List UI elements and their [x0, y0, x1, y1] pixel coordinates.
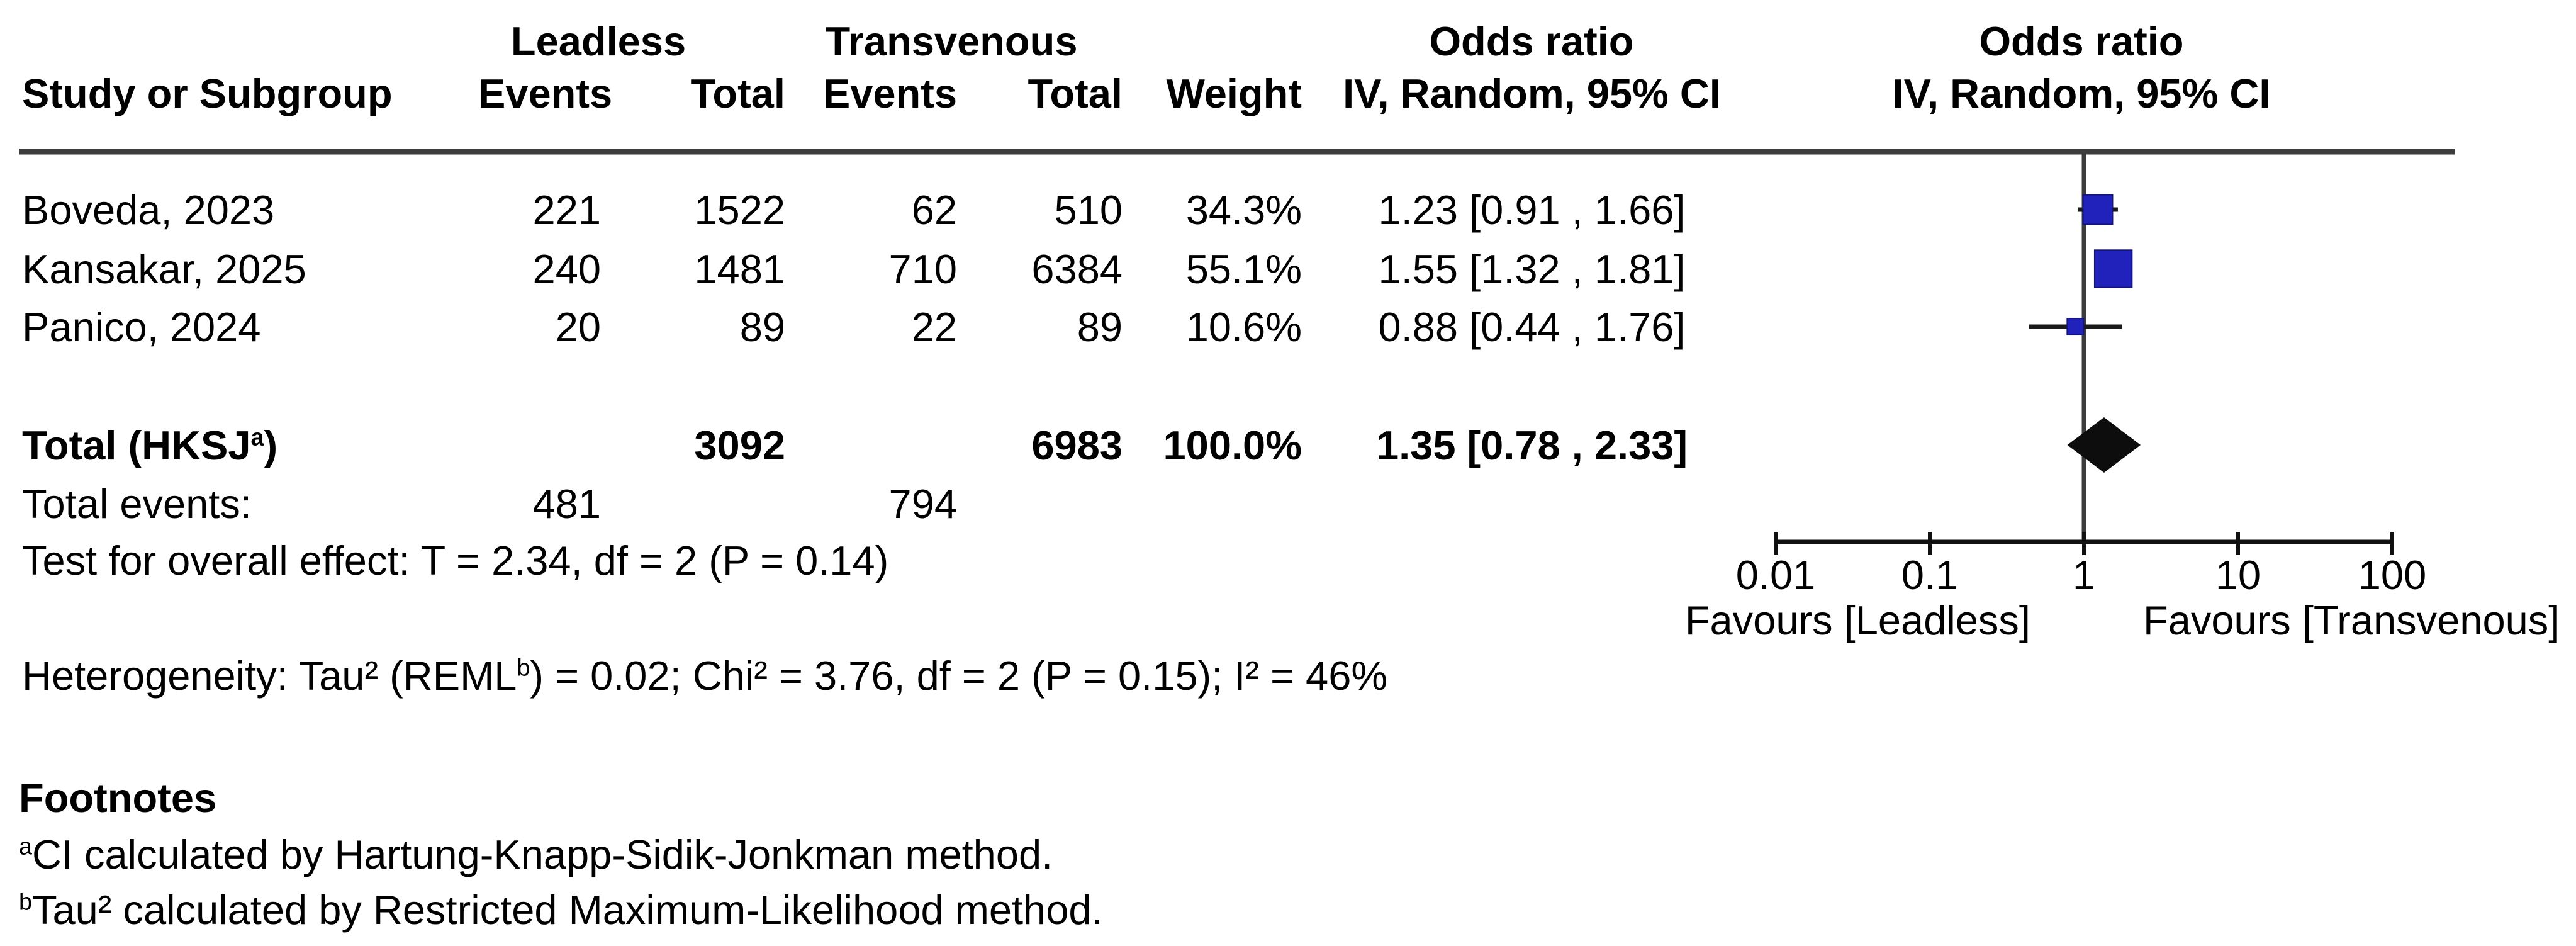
table-row-panico-2024: Panico, 2024 20 89 22 89 10.6% 0.88 [0.4…: [22, 307, 1762, 348]
weight-value: 10.6%: [1185, 304, 1302, 350]
total-events-leadless: 481: [532, 481, 601, 527]
events-transvenous: 22: [911, 304, 957, 350]
heterogeneity-text: Heterogeneity: Tau² (REMLb) = 0.02; Chi²…: [22, 653, 1388, 699]
total-transvenous: 510: [1054, 187, 1123, 233]
footnote-a: aCI calculated by Hartung-Knapp-Sidik-Jo…: [19, 831, 1053, 877]
total-weight: 100.0%: [1163, 422, 1302, 468]
x-axis-tick-label: 1: [2073, 552, 2095, 598]
events-leadless: 20: [555, 304, 601, 350]
footnote-b-marker: b: [19, 888, 32, 915]
events-leadless: 240: [532, 246, 601, 292]
total-transvenous: 6384: [1031, 246, 1123, 292]
column-group-header-leadless: Leadless: [510, 18, 686, 64]
odds-ratio-ci-text: 1.23 [0.91 , 1.66]: [1378, 187, 1686, 233]
table-header-row: Study or Subgroup Events Total Events To…: [22, 73, 1762, 115]
total-leadless: 1522: [694, 187, 785, 233]
events-leadless: 221: [532, 187, 601, 233]
column-header-events-transvenous: Events: [822, 70, 957, 116]
favours-left-label: Favours [Leadless]: [1685, 597, 2030, 643]
total-leadless-sum: 3092: [694, 422, 785, 468]
total-odds-ratio-ci: 1.35 [0.78 , 2.33]: [1375, 422, 1688, 468]
total-transvenous-sum: 6983: [1031, 422, 1123, 468]
column-header-study: Study or Subgroup: [22, 70, 393, 116]
table-row-kansakar-2025: Kansakar, 2025 240 1481 710 6384 55.1% 1…: [22, 249, 1762, 290]
summary-diamond: [2067, 417, 2141, 473]
plot-header-ci: IV, Random, 95% CI: [1892, 70, 2271, 116]
total-events-transvenous: 794: [888, 481, 957, 527]
column-header-events-leadless: Events: [478, 70, 613, 116]
column-header-ci: IV, Random, 95% CI: [1343, 70, 1721, 116]
forest-square-panico-2024: [2066, 317, 2085, 336]
x-axis-tick-label: 10: [2215, 552, 2261, 598]
footnote-marker-a: a: [250, 424, 264, 451]
column-header-total-leadless: Total: [690, 70, 785, 116]
total-leadless: 1481: [694, 246, 785, 292]
forest-square-kansakar-2025: [2093, 249, 2133, 288]
events-transvenous: 62: [911, 187, 957, 233]
x-axis-tick-label: 0.1: [1901, 552, 1958, 598]
study-name: Kansakar, 2025: [22, 246, 306, 292]
footnotes-title: Footnotes: [19, 775, 217, 821]
total-leadless: 89: [739, 304, 785, 350]
total-transvenous: 89: [1077, 304, 1123, 350]
footnote-b: bTau² calculated by Restricted Maximum-L…: [19, 887, 1103, 933]
table-row-total-events: Total events: 481 794: [22, 483, 1762, 525]
column-header-total-transvenous: Total: [1028, 70, 1123, 116]
total-label: Total (HKSJa): [22, 422, 278, 468]
total-events-label: Total events:: [22, 481, 252, 527]
events-transvenous: 710: [888, 246, 957, 292]
column-group-header-transvenous: Transvenous: [825, 18, 1078, 64]
overall-effect-test-text: Test for overall effect: T = 2.34, df = …: [22, 538, 889, 583]
table-row-total: Total (HKSJa) 3092 6983 100.0% 1.35 [0.7…: [22, 425, 1762, 466]
forest-square-boveda-2023: [2082, 194, 2114, 225]
header-separator-line: [19, 149, 2455, 155]
table-row-boveda-2023: Boveda, 2023 221 1522 62 510 34.3% 1.23 …: [22, 189, 1762, 231]
column-header-odds-ratio: Odds ratio: [1429, 18, 1634, 64]
weight-value: 55.1%: [1185, 246, 1302, 292]
footnote-a-marker: a: [19, 833, 32, 860]
x-axis-tick-label: 0.01: [1736, 552, 1816, 598]
study-name: Panico, 2024: [22, 304, 261, 350]
odds-ratio-ci-text: 1.55 [1.32 , 1.81]: [1378, 246, 1686, 292]
odds-ratio-ci-text: 0.88 [0.44 , 1.76]: [1378, 304, 1686, 350]
favours-right-label: Favours [Transvenous]: [2143, 597, 2560, 643]
study-name: Boveda, 2023: [22, 187, 275, 233]
plot-header-odds-ratio: Odds ratio: [1979, 18, 2184, 64]
weight-value: 34.3%: [1185, 187, 1302, 233]
column-header-weight: Weight: [1166, 70, 1302, 116]
footnote-marker-b: b: [517, 654, 530, 681]
x-axis-tick-label: 100: [2358, 552, 2426, 598]
